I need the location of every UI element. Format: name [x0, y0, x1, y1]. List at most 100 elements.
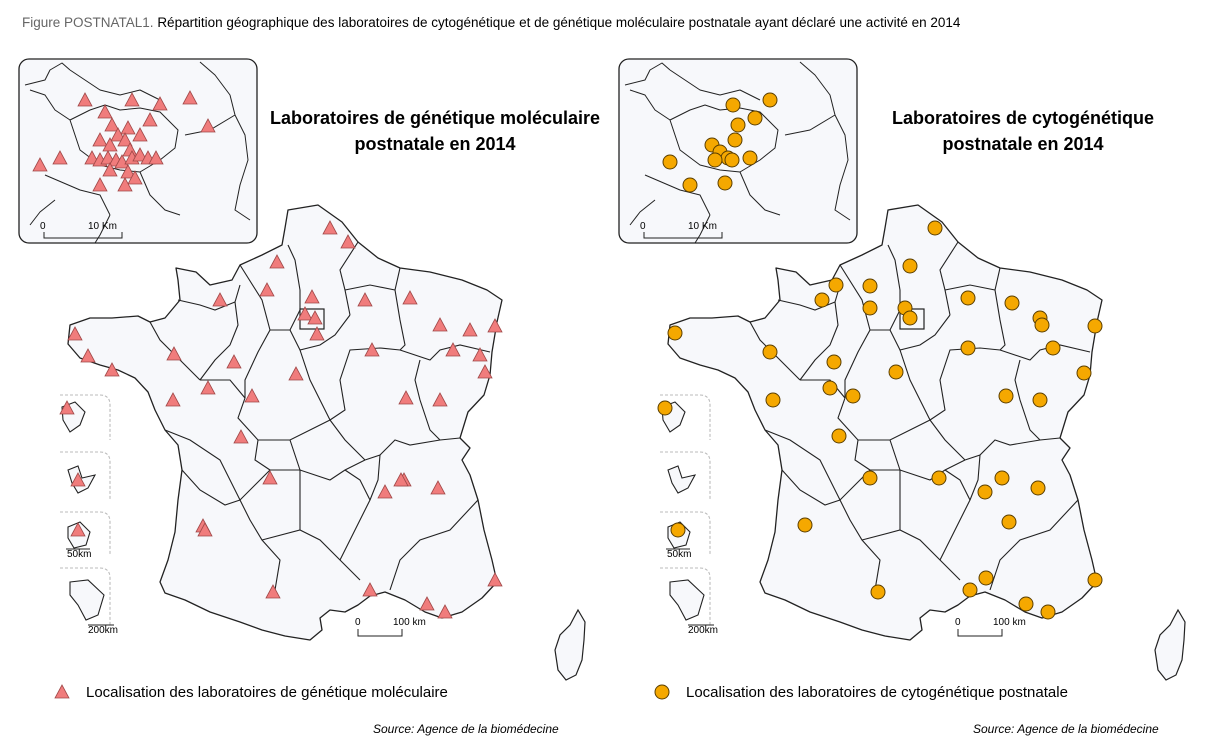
- inset-scale-zero: 0: [40, 221, 46, 232]
- laboratory-marker: [419, 596, 435, 611]
- laboratory-marker: [487, 572, 503, 587]
- laboratory-marker: [54, 684, 70, 699]
- laboratory-marker: [742, 150, 758, 166]
- laboratory-marker: [142, 112, 158, 127]
- laboratory-marker: [212, 292, 228, 307]
- map-panel-molecular: 50km 200km 0 100 km 0: [0, 0, 600, 750]
- laboratory-marker: [120, 164, 136, 179]
- laboratory-marker: [725, 97, 741, 113]
- laboratory-marker: [1045, 340, 1061, 356]
- main-scale-zero: 0: [355, 617, 361, 628]
- laboratory-marker: [1087, 318, 1103, 334]
- laboratory-marker: [822, 380, 838, 396]
- laboratory-marker: [994, 470, 1010, 486]
- laboratory-marker: [977, 484, 993, 500]
- map-title-cytogenetic: Laboratoires de cytogénétique postnatale…: [848, 105, 1198, 157]
- laboratory-marker: [233, 429, 249, 444]
- figure-caption: Répartition géographique des laboratoire…: [157, 15, 961, 30]
- laboratory-marker: [32, 157, 48, 172]
- laboratory-marker: [92, 177, 108, 192]
- map-title-molecular: Laboratoires de génétique moléculaire po…: [260, 105, 610, 157]
- inset-scale-label: 10 Km: [88, 221, 117, 232]
- laboratory-marker: [322, 220, 338, 235]
- legend-circle-icon: [654, 684, 670, 700]
- laboratory-marker: [762, 92, 778, 108]
- laboratory-marker: [200, 118, 216, 133]
- laboratory-marker: [148, 150, 164, 165]
- laboratory-marker: [902, 310, 918, 326]
- laboratory-marker: [654, 684, 670, 700]
- dom-scale-large: 200km: [688, 625, 718, 636]
- laboratory-marker: [902, 258, 918, 274]
- laboratory-marker: [124, 92, 140, 107]
- laboratory-marker: [92, 132, 108, 147]
- laboratory-marker: [269, 254, 285, 269]
- main-scale-bar: [357, 629, 403, 637]
- laboratory-marker: [102, 162, 118, 177]
- laboratory-marker: [117, 177, 133, 192]
- corsica: [1154, 608, 1186, 681]
- laboratory-marker: [657, 400, 673, 416]
- laboratory-marker: [437, 604, 453, 619]
- main-scale-label: 100 km: [993, 617, 1026, 628]
- laboratory-markers-cytogenetic: [657, 92, 1103, 620]
- laboratory-marker: [707, 152, 723, 168]
- laboratory-marker: [862, 300, 878, 316]
- legend-cytogenetic: Localisation des laboratoires de cytogén…: [672, 681, 1068, 703]
- region-borders: [749, 241, 1091, 591]
- main-scale-zero: 0: [955, 617, 961, 628]
- legend-text-molecular: Localisation des laboratoires de génétiq…: [86, 683, 448, 701]
- laboratory-markers-molecular: [32, 90, 503, 619]
- laboratory-marker: [80, 348, 96, 363]
- laboratory-marker: [104, 117, 120, 132]
- laboratory-marker: [432, 392, 448, 407]
- laboratory-marker: [304, 289, 320, 304]
- laboratory-marker: [828, 277, 844, 293]
- laboratory-marker: [1032, 392, 1048, 408]
- laboratory-marker: [1004, 295, 1020, 311]
- laboratory-marker: [165, 392, 181, 407]
- france-outline: [67, 204, 503, 641]
- laboratory-marker: [67, 326, 83, 341]
- laboratory-marker: [110, 127, 126, 142]
- laboratory-marker: [888, 364, 904, 380]
- laboratory-marker: [364, 342, 380, 357]
- laboratory-marker: [132, 127, 148, 142]
- laboratory-marker: [931, 470, 947, 486]
- laboratory-marker: [59, 400, 75, 415]
- laboratory-marker: [265, 584, 281, 599]
- laboratory-marker: [487, 318, 503, 333]
- france-outline: [667, 204, 1103, 641]
- region-borders: [149, 241, 491, 591]
- map-title-line2: postnatale en 2014: [942, 134, 1104, 154]
- laboratory-marker: [182, 90, 198, 105]
- map-title-line1: Laboratoires de cytogénétique: [891, 108, 1155, 128]
- laboratory-marker: [262, 470, 278, 485]
- laboratory-marker: [826, 354, 842, 370]
- laboratory-marker: [77, 92, 93, 107]
- dom-scales: [66, 548, 114, 626]
- overseas-territories: [660, 394, 711, 625]
- laboratory-marker: [70, 522, 86, 537]
- laboratory-marker: [998, 388, 1014, 404]
- map-title-line2: postnatale en 2014: [354, 134, 516, 154]
- laboratory-marker: [960, 340, 976, 356]
- laboratory-marker: [667, 325, 683, 341]
- laboratory-marker: [717, 175, 733, 191]
- laboratory-marker: [862, 470, 878, 486]
- france-map: [667, 204, 1103, 641]
- laboratory-marker: [52, 150, 68, 165]
- map-svg-cytogenetic: 50km 200km 0 100 km 0: [618, 58, 1186, 700]
- laboratory-marker: [845, 388, 861, 404]
- laboratory-marker: [362, 582, 378, 597]
- laboratory-marker: [226, 354, 242, 369]
- laboratory-marker: [166, 346, 182, 361]
- laboratory-marker: [682, 177, 698, 193]
- laboratory-marker: [307, 310, 323, 325]
- laboratory-marker: [114, 154, 130, 169]
- laboratory-marker: [70, 472, 86, 487]
- laboratory-marker: [104, 362, 120, 377]
- laboratory-marker: [765, 392, 781, 408]
- map-title-line1: Laboratoires de génétique moléculaire: [269, 108, 601, 128]
- laboratory-marker: [152, 96, 168, 111]
